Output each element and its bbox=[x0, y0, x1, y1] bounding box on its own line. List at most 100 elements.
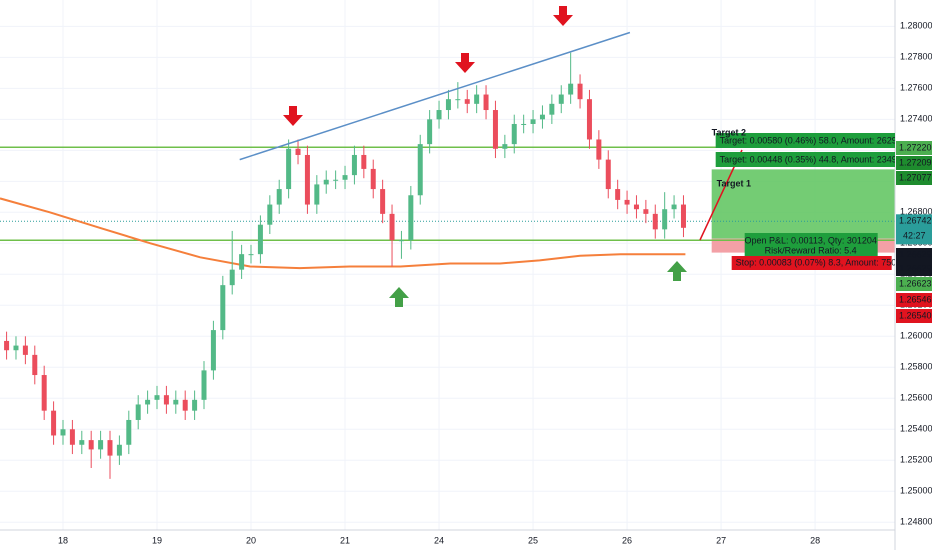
position-labels: Target: 0.00580 (0.46%) 58.0, Amount: 26… bbox=[712, 127, 905, 270]
candle-body bbox=[210, 330, 216, 371]
candle-body bbox=[267, 204, 273, 225]
price-label: 1.27209 bbox=[899, 157, 932, 167]
candle-body bbox=[342, 175, 348, 180]
candle-body bbox=[257, 224, 263, 255]
candle-body bbox=[79, 440, 85, 445]
target-2-title: Target 2 bbox=[712, 127, 746, 137]
y-tick-label: 1.27600 bbox=[900, 83, 932, 93]
price-label: 1.26629 bbox=[899, 249, 932, 259]
candle-body bbox=[32, 354, 38, 376]
candle-body bbox=[427, 119, 433, 145]
x-tick-label: 24 bbox=[434, 535, 444, 545]
candle-body bbox=[671, 204, 677, 210]
candle-body bbox=[351, 154, 357, 176]
candle-body bbox=[417, 144, 423, 196]
candle-body bbox=[521, 123, 527, 125]
candle-body bbox=[483, 94, 489, 111]
moving-average bbox=[0, 197, 686, 270]
pnl-text: Open P&L: 0.00113, Qty: 301204 bbox=[744, 235, 876, 245]
candle-body bbox=[276, 189, 282, 205]
y-tick-label: 1.25000 bbox=[900, 486, 932, 496]
trend-line bbox=[239, 31, 631, 161]
x-tick-label: 26 bbox=[622, 535, 632, 545]
candle-body bbox=[116, 444, 122, 456]
candle-body bbox=[511, 123, 517, 145]
candle-body bbox=[436, 110, 442, 120]
price-label: 1.27220 bbox=[899, 142, 932, 152]
stop-text: Stop: 0.00083 (0.07%) 8.3, Amount: 750 bbox=[736, 257, 897, 267]
candle-body bbox=[474, 94, 480, 104]
price-label-box bbox=[896, 141, 932, 155]
y-tick-label: 1.27800 bbox=[900, 52, 932, 62]
candle-body bbox=[464, 99, 470, 104]
candle-body bbox=[88, 440, 94, 450]
last-price-label: 1.26742 bbox=[899, 216, 932, 226]
candle-body bbox=[633, 204, 639, 210]
candle-body bbox=[370, 168, 376, 190]
x-tick-label: 19 bbox=[152, 535, 162, 545]
candle-body bbox=[586, 99, 592, 140]
candle-body bbox=[398, 240, 404, 242]
candle-body bbox=[577, 83, 583, 100]
stop-box bbox=[731, 256, 892, 270]
candle-body bbox=[624, 199, 630, 205]
candle-body bbox=[295, 148, 301, 155]
candle-body bbox=[107, 440, 113, 456]
candle-body bbox=[248, 254, 254, 256]
candle-body bbox=[314, 184, 320, 205]
candle-body bbox=[502, 144, 508, 149]
candle-body bbox=[380, 189, 386, 214]
candle-body bbox=[568, 83, 574, 95]
countdown: 42:27 bbox=[903, 231, 926, 241]
pnl-box bbox=[744, 233, 878, 256]
target-1-text: Target: 0.00448 (0.35%) 44.8, Amount: 23… bbox=[720, 154, 905, 164]
candle-body bbox=[643, 209, 649, 214]
candle-body bbox=[549, 103, 555, 115]
candle-body bbox=[41, 375, 47, 411]
price-label: 1.27077 bbox=[899, 172, 932, 182]
candle-body bbox=[652, 213, 658, 230]
target-2-box bbox=[715, 133, 895, 148]
target-2-text: Target: 0.00580 (0.46%) 58.0, Amount: 26… bbox=[720, 135, 905, 145]
candle-body bbox=[445, 99, 451, 111]
candle-body bbox=[192, 399, 198, 411]
price-label-box bbox=[896, 156, 932, 170]
candle-body bbox=[60, 429, 66, 436]
candle-body bbox=[126, 419, 132, 445]
candle-body bbox=[539, 114, 545, 120]
candle-body bbox=[492, 110, 498, 149]
candle-body bbox=[323, 179, 329, 185]
y-tick-label: 1.26000 bbox=[900, 331, 932, 341]
x-tick-label: 25 bbox=[528, 535, 538, 545]
candle-body bbox=[530, 119, 536, 124]
candle-body bbox=[389, 213, 395, 241]
price-label: 1.26546 bbox=[899, 294, 932, 304]
profit-zone bbox=[711, 169, 895, 239]
price-label: 1.26540 bbox=[899, 310, 932, 320]
candle-body bbox=[135, 404, 141, 420]
candle-body bbox=[145, 399, 151, 405]
target-1-title: Target 1 bbox=[717, 178, 751, 188]
price-label-box bbox=[896, 293, 932, 307]
price-label-box bbox=[896, 171, 932, 185]
ratio-text: Risk/Reward Ratio: 5.4 bbox=[765, 245, 857, 255]
candle-body bbox=[615, 189, 621, 200]
x-tick-label: 27 bbox=[716, 535, 726, 545]
price-label: 1.26623 bbox=[899, 278, 932, 288]
x-tick-label: 18 bbox=[58, 535, 68, 545]
x-tick-label: 21 bbox=[340, 535, 350, 545]
candle-body bbox=[229, 269, 235, 286]
last-price-box bbox=[896, 214, 932, 245]
candle-body bbox=[220, 285, 226, 331]
candle-body bbox=[182, 399, 188, 411]
price-label-box bbox=[896, 262, 932, 276]
candle-body bbox=[22, 345, 28, 355]
candle-body bbox=[662, 209, 668, 230]
y-tick-label: 1.24800 bbox=[900, 517, 932, 527]
y-tick-label: 1.25400 bbox=[900, 424, 932, 434]
y-tick-label: 1.25600 bbox=[900, 393, 932, 403]
candle-body bbox=[98, 440, 104, 450]
candle-body bbox=[173, 399, 179, 405]
